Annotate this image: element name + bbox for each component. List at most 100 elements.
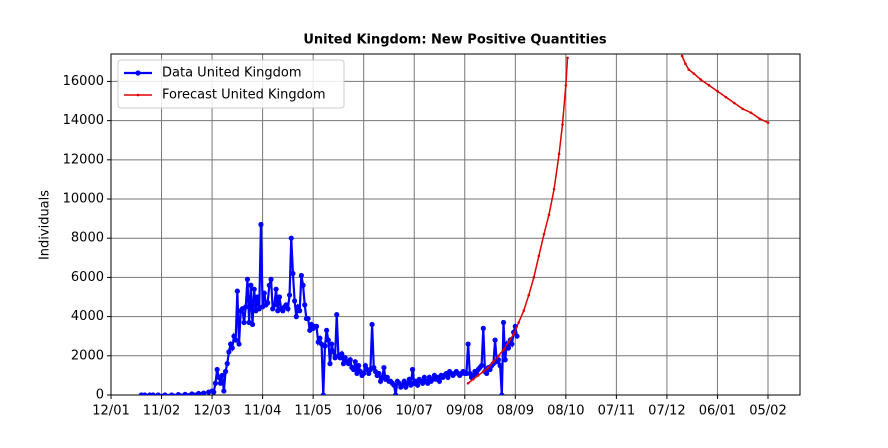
data-point [466, 381, 470, 385]
data-point [211, 389, 217, 395]
x-tick-label: 08/09 [497, 404, 534, 419]
data-point [537, 254, 541, 258]
data-point [293, 314, 299, 320]
x-tick-label: 09/08 [446, 404, 483, 419]
data-point [330, 349, 336, 355]
data-point [716, 89, 719, 93]
data-point [517, 321, 520, 324]
data-point [566, 56, 569, 60]
data-point [162, 392, 168, 395]
data-point [484, 370, 490, 377]
data-point [212, 380, 219, 386]
data-point [500, 319, 507, 326]
y-tick-label: 8000 [71, 231, 104, 246]
data-point [381, 364, 387, 371]
plot-frame [110, 53, 801, 396]
data-point [265, 300, 271, 306]
data-point [514, 333, 520, 339]
data-point [268, 276, 274, 282]
data-point [436, 378, 443, 384]
legend-label: Data United Kingdom [162, 66, 302, 81]
data-point [320, 392, 326, 395]
data-point [270, 306, 276, 312]
data-point [361, 370, 367, 377]
legend-marker [135, 70, 141, 76]
data-point [234, 288, 240, 294]
data-point [150, 392, 156, 395]
data-point [201, 390, 207, 395]
data-point [758, 117, 761, 120]
data-point [741, 107, 745, 111]
y-axis-label: Individuals [38, 190, 53, 260]
data-point [350, 366, 357, 373]
data-point [552, 187, 556, 191]
data-point [684, 62, 687, 66]
data-point [280, 308, 286, 314]
data-point [273, 286, 279, 292]
data-point [322, 343, 328, 349]
data-point [251, 286, 257, 292]
data-point [481, 370, 485, 373]
x-tick-label: 08/10 [547, 404, 584, 419]
data-point [286, 292, 293, 298]
data-point [169, 392, 175, 395]
data-point [266, 282, 272, 288]
data-point [384, 374, 390, 380]
data-point [285, 306, 291, 312]
data-point [347, 357, 353, 363]
data-point [499, 392, 505, 395]
data-point [547, 213, 551, 217]
legend-box [117, 59, 345, 109]
y-tick-label: 2000 [71, 348, 104, 363]
data-point [231, 333, 237, 339]
legend-marker [136, 93, 140, 97]
x-tick-label: 11/04 [244, 404, 281, 419]
data-point [229, 345, 235, 351]
data-point [497, 363, 503, 369]
data-point [249, 321, 256, 328]
data-point [290, 270, 296, 277]
data-point [334, 312, 340, 318]
legend-label: Forecast United Kingdom [162, 88, 325, 103]
data-point [288, 235, 294, 241]
data-point [292, 298, 298, 304]
x-tick-label: 11/05 [294, 404, 331, 419]
chart-title: United Kingdom: New Positive Quantities [303, 33, 607, 48]
y-tick-label: 6000 [71, 270, 104, 285]
data-point [564, 84, 568, 87]
data-point [371, 364, 377, 371]
data-point [409, 366, 416, 373]
data-point [295, 304, 301, 310]
data-point [391, 382, 397, 388]
y-tick-label: 16000 [63, 74, 104, 89]
data-point [497, 354, 500, 358]
data-point [155, 392, 161, 395]
x-tick-label: 11/02 [143, 404, 180, 419]
data-point [509, 341, 515, 347]
data-point [403, 384, 409, 390]
data-point [258, 221, 264, 228]
data-point [142, 392, 148, 395]
data-point [680, 54, 684, 58]
data-point [226, 349, 232, 355]
data-point [479, 363, 485, 369]
data-point [254, 294, 261, 300]
data-point [244, 276, 251, 282]
data-point [366, 370, 372, 377]
data-point [527, 293, 531, 297]
data-point [221, 388, 227, 394]
x-tick-label: 07/11 [598, 404, 635, 419]
data-point [487, 366, 490, 369]
x-tick-label: 12/03 [193, 404, 230, 419]
data-point [733, 101, 736, 105]
data-point [507, 340, 510, 344]
data-point [356, 363, 362, 369]
data-point [283, 302, 289, 308]
data-point [302, 302, 308, 308]
data-point [707, 84, 711, 87]
data-point [512, 332, 515, 336]
data-point [329, 341, 335, 347]
data-point [219, 372, 225, 379]
data-point [313, 323, 320, 330]
